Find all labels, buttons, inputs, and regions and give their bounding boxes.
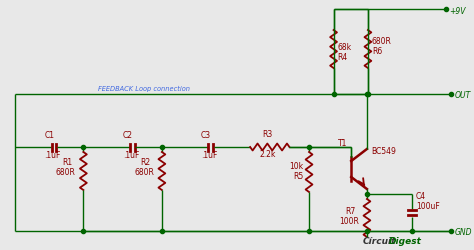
Text: R2: R2 <box>140 157 150 166</box>
Text: 680R: 680R <box>372 37 392 46</box>
Text: .1uF: .1uF <box>123 150 139 159</box>
Text: R4: R4 <box>337 53 348 62</box>
Text: C2: C2 <box>123 130 133 140</box>
Text: OUT: OUT <box>454 91 471 100</box>
Text: 2.2k: 2.2k <box>260 150 276 158</box>
Text: T1: T1 <box>337 138 347 147</box>
Text: R5: R5 <box>293 171 303 180</box>
Text: FEEDBACK Loop connection: FEEDBACK Loop connection <box>98 86 190 92</box>
Text: Digest: Digest <box>389 236 421 245</box>
Text: R3: R3 <box>262 130 272 138</box>
Text: R1: R1 <box>62 157 72 166</box>
Text: C4: C4 <box>416 192 426 201</box>
Text: 68k: 68k <box>337 43 352 52</box>
Text: GND: GND <box>454 228 472 236</box>
Text: 100uF: 100uF <box>416 202 440 211</box>
Text: 10k: 10k <box>290 161 303 170</box>
Text: C1: C1 <box>44 130 54 140</box>
Text: R6: R6 <box>372 47 382 56</box>
Text: C3: C3 <box>201 130 211 140</box>
Text: .1uF: .1uF <box>201 150 218 159</box>
Text: +9V: +9V <box>449 6 466 16</box>
Text: .1uF: .1uF <box>44 150 61 159</box>
Text: R7: R7 <box>346 206 356 215</box>
Text: 100R: 100R <box>339 216 359 225</box>
Text: 680R: 680R <box>135 167 154 176</box>
Text: BC549: BC549 <box>371 146 396 156</box>
Text: Círcuit: Círcuit <box>363 236 396 245</box>
Text: 680R: 680R <box>56 167 76 176</box>
